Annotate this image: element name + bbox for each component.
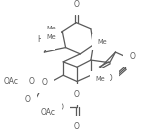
Text: OAc: OAc	[4, 77, 19, 86]
Text: HO: HO	[102, 74, 113, 83]
Text: O: O	[42, 78, 48, 87]
Text: Me: Me	[46, 34, 56, 40]
Text: Me: Me	[46, 26, 56, 32]
Text: O: O	[74, 122, 80, 131]
Text: O: O	[129, 52, 135, 61]
Text: OAc: OAc	[41, 108, 56, 117]
Text: Me: Me	[98, 39, 107, 45]
Text: O: O	[28, 77, 34, 86]
Text: Me: Me	[95, 76, 105, 82]
Text: O: O	[25, 95, 30, 104]
Text: O: O	[74, 90, 80, 99]
Text: O: O	[73, 0, 79, 9]
Text: HO: HO	[37, 35, 48, 44]
Text: O: O	[58, 103, 64, 112]
